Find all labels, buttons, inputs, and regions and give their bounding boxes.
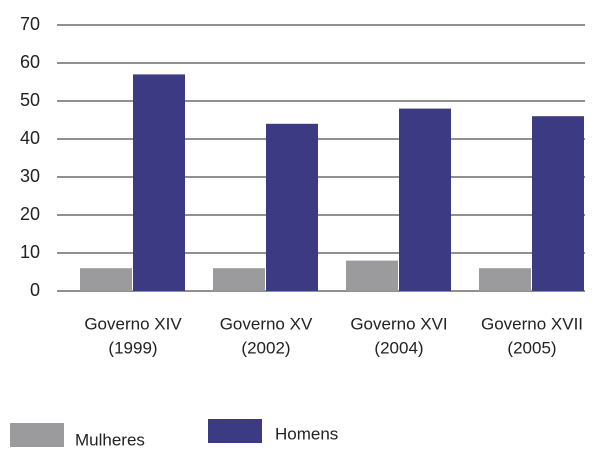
bar [133, 74, 185, 292]
y-tick-label: 0 [30, 280, 40, 300]
x-tick-label: (2002) [241, 338, 290, 357]
x-tick-label: Governo XV [220, 314, 313, 333]
x-tick-label: (2004) [374, 338, 423, 357]
bar [532, 116, 584, 291]
x-tick-label: Governo XIV [84, 314, 182, 333]
y-tick-label: 50 [20, 90, 40, 110]
legend-swatch [208, 419, 262, 443]
legend-label: Homens [275, 424, 338, 443]
y-tick-label: 40 [20, 128, 40, 148]
y-tick-label: 60 [20, 52, 40, 72]
x-tick-label: (1999) [108, 338, 157, 357]
bar [266, 123, 318, 291]
bar [346, 260, 398, 291]
bar [213, 268, 265, 291]
x-tick-label: Governo XVI [350, 314, 447, 333]
bar [479, 268, 531, 291]
x-tick-label: Governo XVII [481, 314, 583, 333]
bar [80, 268, 132, 291]
y-tick-label: 20 [20, 204, 40, 224]
y-tick-label: 70 [20, 14, 40, 34]
bar [399, 108, 451, 291]
x-tick-label: (2005) [507, 338, 556, 357]
legend-label: Mulheres [75, 430, 145, 449]
y-tick-label: 10 [20, 242, 40, 262]
y-tick-label: 30 [20, 166, 40, 186]
legend-swatch [10, 423, 64, 447]
